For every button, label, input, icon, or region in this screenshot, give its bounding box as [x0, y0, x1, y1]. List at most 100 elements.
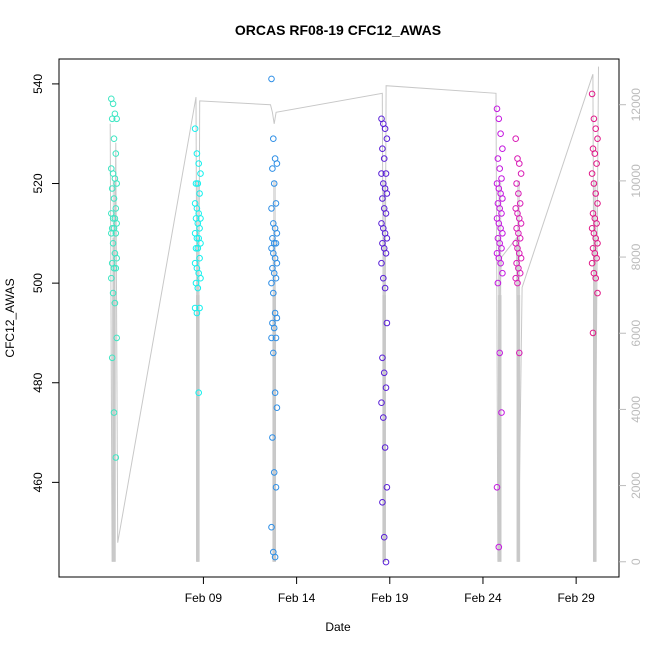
- data-point: [380, 533, 388, 541]
- altitude-line-layer: [109, 66, 599, 562]
- data-point: [592, 274, 600, 282]
- data-point: [268, 334, 275, 342]
- data-point: [273, 230, 281, 237]
- data-point: [379, 145, 386, 152]
- data-point: [108, 115, 116, 123]
- data-point: [380, 369, 388, 377]
- data-point: [269, 165, 276, 172]
- data-point: [273, 314, 281, 322]
- data-point: [197, 240, 204, 247]
- data-point: [517, 254, 525, 262]
- axes-layer: Feb 09 Feb 14 Feb 19 Feb 24 Feb 29 460 480 500 5…: [31, 74, 643, 605]
- data-point: [379, 354, 386, 362]
- data-point: [268, 523, 275, 531]
- data-point: [270, 469, 278, 476]
- data-point: [498, 210, 505, 217]
- data-point: [381, 444, 389, 451]
- data-point: [499, 145, 506, 152]
- data-point: [383, 190, 391, 197]
- data-points-layer: [108, 75, 601, 566]
- x-tick-label: Feb 09: [185, 591, 223, 605]
- x-axis-label: Date: [325, 620, 351, 634]
- data-point: [113, 220, 120, 227]
- data-point: [108, 354, 116, 362]
- data-point: [193, 309, 201, 317]
- data-point: [109, 215, 117, 222]
- data-point: [109, 240, 117, 247]
- data-point: [192, 180, 200, 187]
- data-point: [272, 200, 280, 207]
- data-point: [268, 279, 275, 287]
- data-point: [110, 195, 118, 202]
- plot-frame: [58, 58, 620, 578]
- y2-tick-label: 4000: [629, 396, 643, 423]
- data-point: [517, 170, 525, 177]
- data-point: [270, 289, 277, 297]
- data-point: [380, 155, 388, 162]
- data-point: [382, 384, 390, 392]
- data-point: [197, 170, 204, 177]
- data-point: [516, 349, 523, 357]
- data-point: [516, 269, 524, 277]
- data-point: [498, 245, 505, 252]
- data-point: [590, 115, 598, 123]
- data-point: [594, 135, 601, 142]
- x-tick-label: Feb 24: [464, 591, 502, 605]
- data-point: [495, 543, 503, 551]
- data-point: [383, 235, 391, 242]
- data-point: [196, 304, 203, 312]
- data-point: [271, 389, 279, 397]
- y2-tick-label: 6000: [629, 320, 643, 347]
- y2-tick-label: 10000: [629, 164, 643, 198]
- data-point: [499, 230, 506, 237]
- y-tick-label: 520: [31, 173, 45, 193]
- data-point: [113, 115, 120, 123]
- y-tick-label: 480: [31, 372, 45, 392]
- data-point: [516, 160, 523, 167]
- data-point: [193, 150, 201, 157]
- data-point: [112, 230, 120, 237]
- data-point: [589, 329, 597, 337]
- data-point: [381, 284, 389, 292]
- data-point: [112, 150, 120, 157]
- data-point: [499, 195, 506, 202]
- data-point: [271, 553, 279, 561]
- data-point: [383, 319, 391, 327]
- data-point: [594, 289, 601, 297]
- data-point: [592, 125, 600, 132]
- data-point: [112, 264, 120, 272]
- data-point: [192, 245, 200, 252]
- data-point: [591, 150, 599, 157]
- data-point: [270, 240, 278, 247]
- data-point: [196, 254, 203, 262]
- data-point: [193, 235, 201, 242]
- data-point: [195, 389, 202, 397]
- data-point: [379, 499, 386, 506]
- data-point: [268, 205, 275, 212]
- data-point: [588, 259, 596, 267]
- data-point: [592, 190, 600, 197]
- data-point: [110, 264, 118, 272]
- data-point: [512, 135, 520, 142]
- data-point: [194, 245, 202, 252]
- data-point: [194, 284, 202, 292]
- data-point: [494, 279, 502, 287]
- data-point: [593, 254, 600, 262]
- data-point: [191, 125, 199, 132]
- data-point: [113, 254, 120, 262]
- data-point: [108, 185, 116, 192]
- data-point: [270, 135, 277, 142]
- data-point: [110, 409, 118, 416]
- data-point: [270, 349, 277, 357]
- data-point: [497, 259, 504, 267]
- data-point: [378, 399, 385, 407]
- data-point: [197, 274, 204, 282]
- altitude-line: [109, 66, 599, 562]
- data-point: [379, 195, 386, 202]
- data-point: [270, 324, 278, 332]
- data-point: [382, 250, 390, 257]
- data-point: [514, 279, 521, 287]
- data-point: [495, 115, 503, 123]
- data-point: [108, 274, 115, 282]
